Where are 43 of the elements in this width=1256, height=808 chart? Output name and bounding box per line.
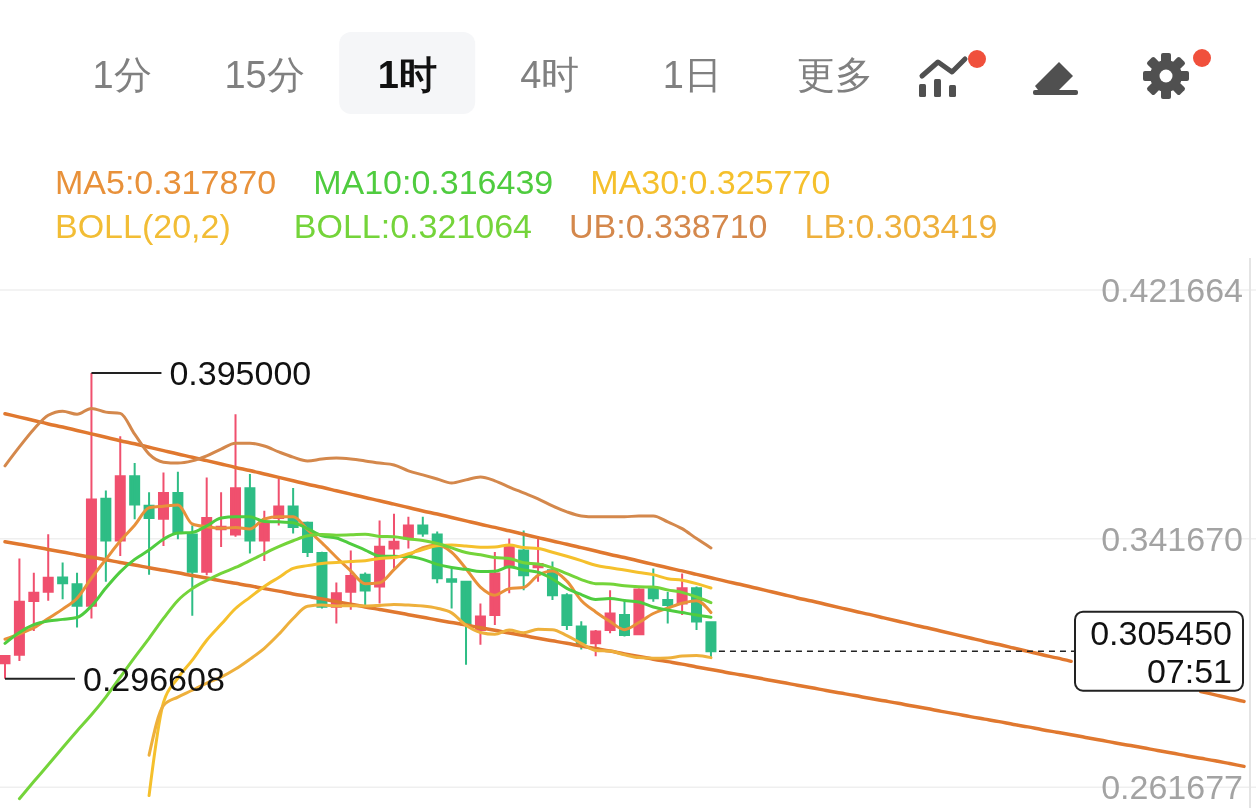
candlestick [57,561,69,601]
text: 1分 [92,54,152,96]
text: 更多 [797,54,873,96]
text: BOLL:0.321064 [293,207,532,245]
candlestick [647,567,659,603]
candlestick [186,524,198,617]
candlestick [388,512,400,570]
candlestick [100,489,112,583]
candlestick [258,509,270,562]
annotation: 0.395000 [169,353,312,392]
line-series [3,406,713,550]
candlestick [345,549,357,611]
candlestick [28,571,40,632]
y-tick-label: 0.341670 [1101,519,1243,558]
candlestick [85,371,97,620]
legend-title: BOLL(20,2) [55,207,231,245]
candlestick [230,413,242,538]
candlestick [129,462,141,521]
candlestick [0,654,11,680]
candlestick [13,557,25,663]
text: MA10:0.316439 [313,163,554,201]
candlestick [201,476,213,577]
text: UB:0.338710 [568,207,768,245]
candlestick [417,515,429,538]
text: 1日 [662,54,722,96]
candlestick [446,567,458,610]
candlestick [662,590,674,625]
ref-line-label: 0.305450 07:51 [1090,613,1232,690]
text: 15分 [224,54,305,96]
candlestick [460,580,472,666]
text: LB:0.303419 [804,207,998,245]
line-series [17,532,713,801]
text: MA30:0.325770 [590,163,831,201]
candlestick [42,533,54,602]
candlestick [590,628,602,658]
y-tick-label: 0.421664 [1101,271,1243,310]
candlestick [157,471,169,548]
text: 1时 [377,54,437,96]
candlestick [561,592,573,631]
y-tick-label: 0.261677 [1101,768,1243,806]
candlestick [114,435,126,557]
text: 4时 [520,54,580,96]
text: MA5:0.317870 [55,163,277,201]
